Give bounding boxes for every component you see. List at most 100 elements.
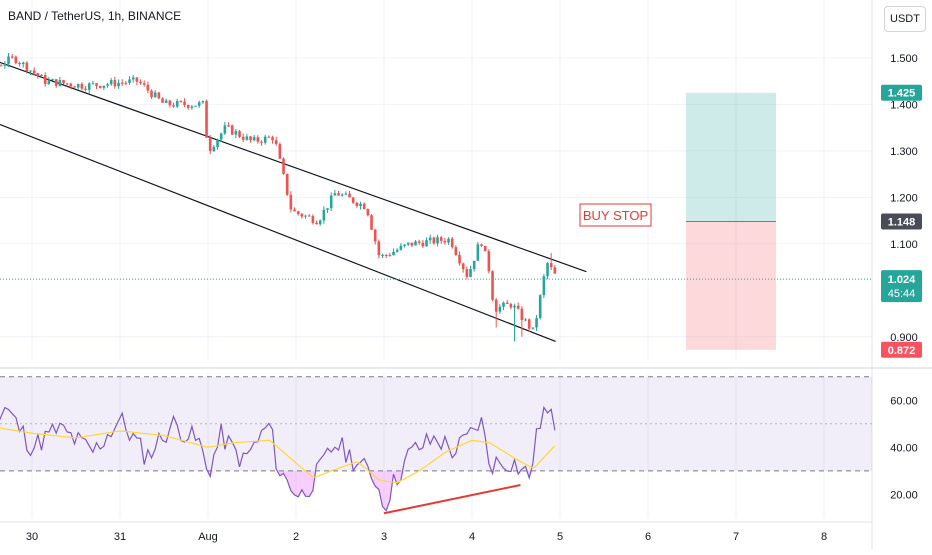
candle-body: [436, 237, 439, 244]
rsi-tick-label: 60.00: [890, 395, 918, 407]
time-tick-label: 6: [645, 531, 651, 543]
candle-body: [388, 255, 392, 257]
time-tick-label: 3: [381, 531, 387, 543]
candle-body: [403, 244, 406, 246]
candle-body: [329, 195, 333, 209]
candle-body: [40, 75, 43, 77]
candle-body: [212, 147, 216, 152]
candle-body: [58, 80, 62, 86]
candle-body: [43, 75, 47, 85]
candle-body: [502, 302, 505, 307]
candle-body: [146, 84, 150, 91]
price-tick-label: 1.500: [890, 53, 918, 65]
candle-body: [172, 105, 175, 107]
candle-body: [267, 136, 271, 138]
candle-body: [318, 220, 322, 225]
candle-body: [128, 79, 131, 83]
candle-body: [14, 56, 18, 63]
candle-body: [241, 136, 245, 140]
candle-body: [289, 194, 293, 210]
candle-body: [494, 299, 498, 312]
candle-body: [406, 242, 410, 245]
candle-body: [366, 209, 370, 216]
buy-stop-box: [579, 203, 652, 227]
candle-body: [516, 305, 520, 309]
rsi-line: [0, 405, 556, 512]
candle-body: [505, 302, 509, 305]
candle-body: [98, 85, 102, 88]
candle-body: [392, 251, 395, 256]
candle-body: [417, 241, 421, 243]
candle-body: [164, 100, 168, 103]
candle-body: [513, 305, 516, 308]
current-price-value: 1.024: [888, 274, 916, 286]
candle-body: [340, 194, 344, 196]
candle-body: [337, 193, 340, 196]
candle-body: [179, 100, 183, 102]
time-tick-label: 7: [733, 531, 739, 543]
chart-title: BAND / TetherUS, 1h, BINANCE: [8, 9, 182, 23]
rsi-trend-line: [383, 484, 521, 515]
candle-body: [91, 83, 95, 85]
candle-body: [161, 98, 164, 103]
take-profit-zone: [686, 92, 776, 222]
candle-body: [381, 254, 384, 256]
candle-body: [135, 77, 139, 82]
countdown-label: 45:44: [888, 288, 916, 300]
candle-body: [256, 137, 260, 142]
candle-body: [527, 319, 531, 329]
stop-loss-zone: [686, 221, 776, 350]
candle-body: [546, 263, 549, 277]
candle-body: [421, 242, 425, 247]
candle-body: [399, 245, 403, 250]
candle-body: [219, 133, 223, 140]
price-badge-value: 1.425: [888, 88, 916, 100]
candle-body: [447, 238, 450, 243]
candle-body: [175, 100, 179, 107]
candle-body: [355, 202, 359, 207]
candle-body: [109, 80, 113, 85]
candle-body: [304, 215, 307, 217]
price-tick-label: 0.900: [890, 332, 918, 344]
candle-body: [472, 260, 476, 269]
time-tick-label: 8: [821, 531, 827, 543]
candle-body: [498, 306, 502, 312]
candle-body: [73, 86, 76, 88]
current-price-badge: [881, 270, 922, 303]
candle-body: [322, 209, 326, 221]
candle-body: [285, 173, 289, 195]
candle-body: [300, 213, 304, 217]
candle-body: [351, 197, 355, 203]
time-tick-label: 4: [469, 531, 475, 543]
candle-body: [461, 263, 465, 270]
candle-body: [87, 83, 91, 90]
rsi-oversold-fill: [206, 470, 533, 511]
candle-body: [549, 263, 553, 268]
candle-body: [18, 62, 21, 65]
candle-body: [249, 136, 252, 141]
candle-body: [469, 268, 472, 277]
time-tick-label: Aug: [198, 531, 218, 543]
currency-button[interactable]: USDT: [884, 6, 926, 32]
candle-body: [465, 269, 469, 277]
candles-group: [0, 53, 557, 342]
price-tick-label: 1.300: [890, 146, 918, 158]
candle-body: [326, 208, 329, 210]
price-tick-label: 1.100: [890, 239, 918, 251]
candle-body: [150, 90, 153, 98]
rsi-ma-line: [0, 427, 556, 484]
candle-body: [120, 82, 124, 84]
candle-body: [65, 83, 69, 85]
candle-body: [25, 62, 29, 72]
candle-body: [348, 193, 351, 198]
candle-body: [410, 242, 414, 246]
price-badge: [881, 84, 922, 101]
candle-body: [205, 101, 208, 138]
candle-body: [333, 193, 337, 196]
candle-body: [153, 92, 157, 98]
candle-body: [293, 209, 296, 212]
candle-body: [21, 62, 25, 65]
price-badge: [881, 341, 922, 358]
